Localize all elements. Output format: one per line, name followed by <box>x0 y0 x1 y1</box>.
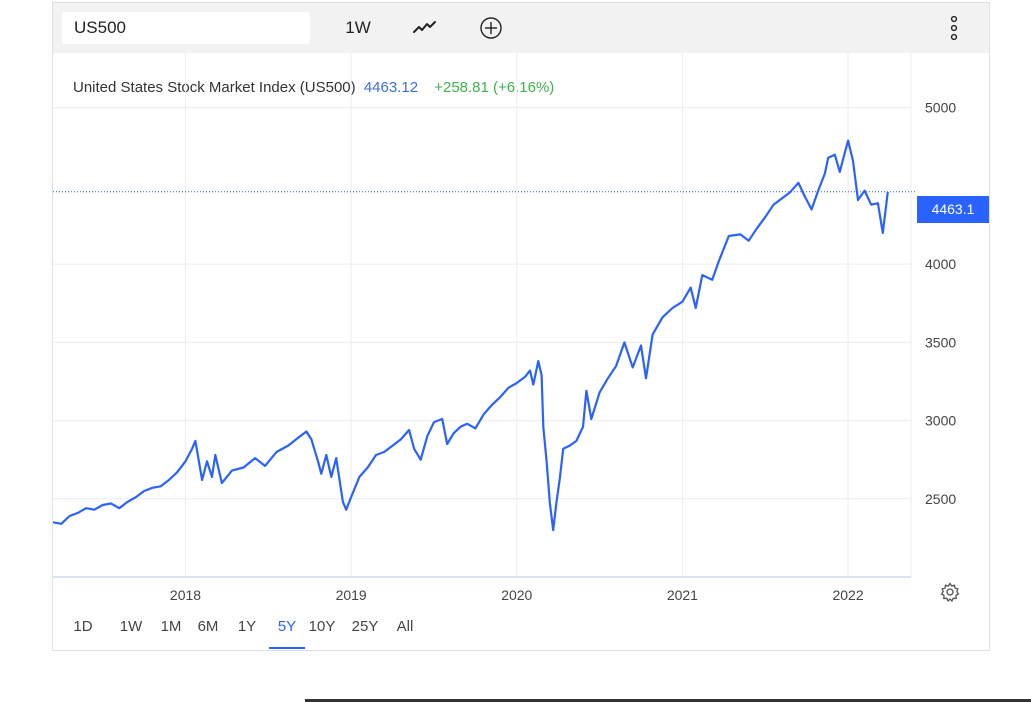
range-all[interactable]: All <box>396 618 414 635</box>
range-25y[interactable]: 25Y <box>351 618 379 635</box>
y-tick-label: 5000 <box>925 100 956 116</box>
vertical-dots-icon <box>950 15 958 41</box>
range-5y[interactable]: 5Y <box>269 615 305 649</box>
gear-icon <box>940 582 960 603</box>
y-tick-label: 4000 <box>925 256 956 272</box>
range-1w[interactable]: 1W <box>119 618 143 635</box>
range-1d[interactable]: 1D <box>73 618 93 635</box>
price-change: +258.81 (+6.16%) <box>434 79 555 96</box>
price-series-line <box>53 139 889 532</box>
y-tick-label: 2500 <box>925 491 956 507</box>
chart-toolbar: US500 1W <box>53 3 989 53</box>
x-tick-label: 2020 <box>501 587 532 603</box>
plus-circle-icon <box>480 17 502 39</box>
current-price: 4463.12 <box>363 79 419 96</box>
range-6m[interactable]: 6M <box>197 618 219 635</box>
y-tick-label: 3000 <box>925 413 956 429</box>
line-chart-icon <box>413 21 436 33</box>
chart-title: United States Stock Market Index (US500)… <box>73 79 554 96</box>
price-chart[interactable]: 2018 2019 2020 2021 2022 2500 3000 3500 4000 5000 <box>53 3 989 603</box>
x-tick-label: 2022 <box>832 587 863 603</box>
interval-button[interactable]: 1W <box>345 18 371 37</box>
y-tick-label: 3500 <box>925 334 956 350</box>
chart-type-button[interactable] <box>405 12 445 44</box>
range-1m[interactable]: 1M <box>160 618 182 635</box>
add-indicator-button[interactable] <box>473 12 509 44</box>
symbol-input[interactable]: US500 <box>62 12 310 44</box>
settings-button[interactable] <box>939 581 961 603</box>
more-menu-button[interactable] <box>939 12 969 44</box>
last-price-tag: 4463.1 <box>917 196 989 223</box>
instrument-name: United States Stock Market Index (US500) <box>73 79 356 96</box>
chart-widget: US500 1W United States Stock Market Inde… <box>52 2 990 651</box>
x-tick-label: 2019 <box>336 587 367 603</box>
x-tick-label: 2018 <box>170 587 201 603</box>
bottom-divider <box>305 699 1031 702</box>
range-1y[interactable]: 1Y <box>237 618 257 635</box>
range-10y[interactable]: 10Y <box>308 618 336 635</box>
x-tick-label: 2021 <box>667 587 698 603</box>
